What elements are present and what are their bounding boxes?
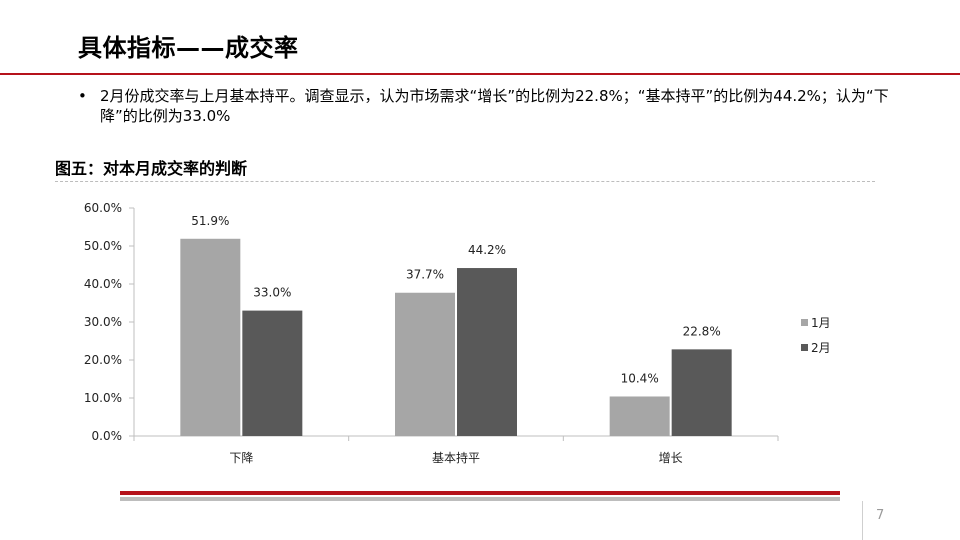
legend: 1月 2月	[801, 316, 831, 355]
page-number: 7	[876, 508, 885, 523]
y-tick-label: 20.0%	[84, 353, 122, 367]
bar	[609, 396, 670, 436]
legend-label: 1月	[811, 316, 831, 330]
data-label: 37.7%	[406, 268, 444, 282]
data-label: 33.0%	[253, 286, 291, 300]
legend-label: 2月	[811, 341, 831, 355]
bars: 51.9% 33.0% 37.7% 44.2% 10.4% 22.8%	[180, 214, 732, 436]
bar	[180, 238, 241, 436]
data-label: 44.2%	[468, 243, 506, 257]
bullet-text: 2月份成交率与上月基本持平。调查显示，认为市场需求“增长”的比例为22.8%；“…	[100, 87, 889, 125]
y-tick-label: 40.0%	[84, 277, 122, 291]
data-label: 22.8%	[683, 324, 721, 338]
figure-title: 图五：对本月成交率的判断	[55, 159, 248, 178]
y-tick-label: 10.0%	[84, 391, 122, 405]
title-divider	[0, 73, 960, 75]
y-tick-label: 60.0%	[84, 201, 122, 215]
x-category-label: 基本持平	[432, 450, 480, 465]
y-tick-label: 50.0%	[84, 239, 122, 253]
figure-title-divider	[55, 181, 875, 182]
legend-swatch	[801, 319, 808, 326]
footer-red-bar	[120, 491, 840, 495]
slide-title: 具体指标——成交率	[78, 34, 299, 62]
x-axis: 下降 基本持平 增长	[133, 435, 779, 465]
bullet-marker: •	[78, 87, 87, 105]
bullet-point: • 2月份成交率与上月基本持平。调查显示，认为市场需求“增长”的比例为22.8%…	[78, 86, 898, 126]
bar	[457, 268, 517, 436]
x-category-label: 下降	[229, 451, 253, 465]
data-label: 51.9%	[191, 214, 229, 228]
data-label: 10.4%	[621, 371, 659, 385]
y-tick-label: 0.0%	[92, 429, 123, 443]
footer-divider	[862, 501, 863, 540]
y-tick-label: 30.0%	[84, 315, 122, 329]
bar	[671, 349, 732, 436]
x-category-label: 增长	[659, 451, 683, 465]
legend-swatch	[801, 344, 808, 351]
bar	[395, 292, 455, 436]
footer-gray-bar	[120, 497, 840, 501]
bar	[242, 310, 303, 436]
y-axis: 0.0% 10.0% 20.0% 30.0% 40.0% 50.0% 60.0%	[84, 201, 135, 443]
